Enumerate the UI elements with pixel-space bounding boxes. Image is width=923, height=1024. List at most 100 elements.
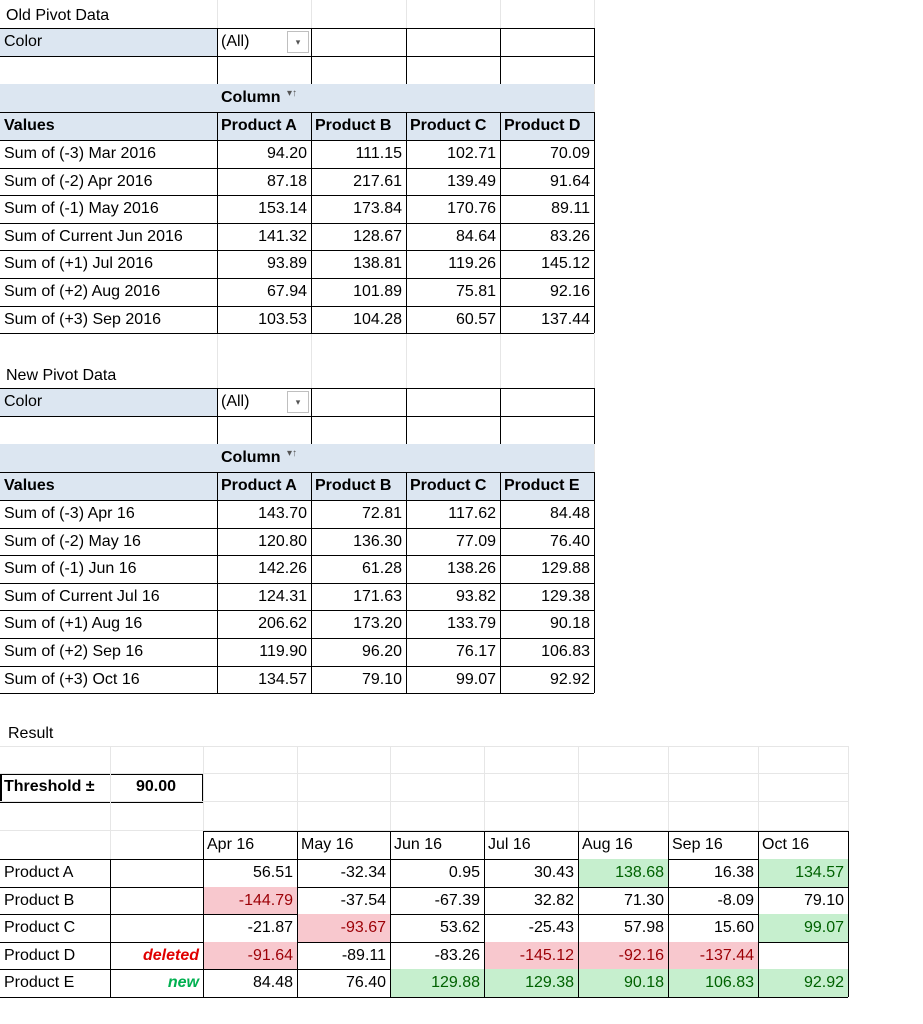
new-value-cell[interactable]: 142.26 — [258, 560, 307, 578]
new-value-cell[interactable]: 106.83 — [541, 643, 590, 660]
new-column-header[interactable]: Product A — [217, 472, 311, 500]
month-header[interactable]: Jul 16 — [488, 836, 531, 853]
result-value-cell[interactable]: -144.79 — [203, 886, 297, 915]
result-value-cell[interactable]: 30.43 — [533, 864, 574, 881]
old-value-cell[interactable]: 89.11 — [551, 200, 590, 218]
result-value-cell[interactable]: -92.16 — [578, 941, 668, 970]
old-value-cell[interactable]: 104.28 — [353, 310, 402, 328]
month-header[interactable]: Apr 16 — [207, 836, 255, 853]
result-value-cell[interactable]: -83.26 — [434, 946, 480, 964]
old-column-label[interactable]: Column — [217, 84, 311, 112]
new-column-header[interactable]: Product C — [406, 472, 500, 500]
old-value-cell[interactable]: 153.14 — [258, 200, 307, 218]
old-value-cell[interactable]: 75.81 — [455, 283, 496, 300]
result-value-cell[interactable]: 56.51 — [252, 864, 293, 881]
result-value-cell[interactable]: -8.09 — [717, 891, 754, 909]
new-value-cell[interactable]: 79.10 — [361, 670, 402, 688]
result-value-cell[interactable]: -67.39 — [434, 891, 480, 909]
new-column-header[interactable]: Product B — [311, 472, 406, 500]
new-value-cell[interactable]: 61.28 — [361, 560, 402, 578]
old-value-cell[interactable]: 145.12 — [541, 255, 590, 273]
old-value-cell[interactable]: 217.61 — [353, 172, 402, 190]
new-value-cell[interactable]: 99.07 — [455, 670, 496, 688]
result-value-cell[interactable]: -32.34 — [340, 864, 386, 881]
old-column-header[interactable]: Product A — [217, 112, 311, 140]
sort-filter-icon[interactable]: ▾↑ — [287, 88, 298, 99]
result-value-cell[interactable]: 84.48 — [252, 974, 293, 991]
new-value-cell[interactable]: 84.48 — [549, 505, 590, 522]
dropdown-arrow-icon[interactable]: ▾ — [287, 391, 309, 413]
new-value-cell[interactable]: 119.90 — [259, 643, 307, 660]
result-value-cell[interactable]: -91.64 — [203, 941, 297, 970]
new-value-cell[interactable]: 77.09 — [455, 532, 496, 550]
month-header[interactable]: Jun 16 — [394, 836, 443, 853]
result-value-cell[interactable]: -37.54 — [340, 891, 386, 909]
new-value-cell[interactable]: 72.81 — [361, 505, 402, 522]
new-value-cell[interactable]: 133.79 — [447, 615, 496, 633]
old-column-header[interactable]: Product B — [311, 112, 406, 140]
dropdown-arrow-icon[interactable]: ▾ — [287, 31, 309, 53]
old-value-cell[interactable]: 103.53 — [258, 310, 307, 328]
old-value-cell[interactable]: 128.67 — [353, 227, 402, 245]
new-value-cell[interactable]: 124.31 — [258, 587, 307, 605]
new-value-cell[interactable]: 76.40 — [549, 532, 590, 550]
new-value-cell[interactable]: 143.70 — [258, 505, 307, 522]
result-value-cell[interactable]: 106.83 — [668, 969, 758, 997]
sort-filter-icon[interactable]: ▾↑ — [287, 448, 298, 459]
new-value-cell[interactable]: 138.26 — [447, 560, 496, 578]
new-value-cell[interactable]: 76.17 — [455, 643, 496, 660]
result-value-cell[interactable]: 15.60 — [713, 919, 754, 936]
old-value-cell[interactable]: 60.57 — [455, 310, 496, 328]
result-value-cell[interactable]: 138.68 — [578, 859, 668, 887]
result-value-cell[interactable]: -21.87 — [247, 919, 293, 936]
old-value-cell[interactable]: 84.64 — [455, 227, 496, 245]
old-value-cell[interactable]: 94.20 — [266, 145, 307, 162]
result-value-cell[interactable]: 99.07 — [758, 914, 848, 942]
new-value-cell[interactable]: 171.63 — [353, 587, 402, 605]
result-value-cell[interactable]: 0.95 — [448, 864, 480, 881]
old-value-cell[interactable]: 119.26 — [448, 255, 496, 273]
result-value-cell[interactable]: -89.11 — [341, 946, 386, 964]
result-value-cell[interactable]: 129.38 — [484, 969, 578, 997]
result-value-cell[interactable]: 129.88 — [390, 969, 484, 997]
old-value-cell[interactable]: 139.49 — [447, 172, 496, 190]
month-header[interactable]: May 16 — [301, 836, 354, 853]
new-value-cell[interactable]: 173.20 — [353, 615, 402, 633]
old-value-cell[interactable]: 173.84 — [353, 200, 402, 218]
threshold-value[interactable]: 90.00 — [135, 778, 177, 795]
old-value-cell[interactable]: 92.16 — [549, 283, 590, 300]
new-value-cell[interactable]: 129.38 — [541, 587, 590, 605]
new-value-cell[interactable]: 96.20 — [361, 643, 402, 660]
result-value-cell[interactable]: 134.57 — [758, 859, 848, 887]
result-value-cell[interactable] — [758, 942, 848, 970]
month-header[interactable]: Aug 16 — [582, 836, 633, 853]
old-column-header[interactable]: Product C — [406, 112, 500, 140]
result-value-cell[interactable]: 76.40 — [345, 974, 386, 991]
month-header[interactable]: Sep 16 — [672, 836, 723, 853]
new-value-cell[interactable]: 136.30 — [353, 532, 402, 550]
new-value-cell[interactable]: 93.82 — [455, 587, 496, 605]
new-filter-value[interactable]: (All) — [221, 393, 250, 410]
new-value-cell[interactable]: 117.62 — [448, 505, 496, 522]
old-value-cell[interactable]: 102.71 — [447, 145, 496, 162]
old-value-cell[interactable]: 138.81 — [353, 255, 402, 273]
new-value-cell[interactable]: 92.92 — [549, 670, 590, 688]
result-value-cell[interactable]: -93.67 — [297, 914, 390, 942]
new-value-cell[interactable]: 90.18 — [549, 615, 590, 633]
old-value-cell[interactable]: 83.26 — [549, 227, 590, 245]
new-column-header[interactable]: Product E — [500, 472, 594, 500]
old-value-cell[interactable]: 101.89 — [353, 283, 402, 300]
new-value-cell[interactable]: 129.88 — [541, 560, 590, 578]
result-value-cell[interactable]: 79.10 — [803, 891, 844, 909]
result-value-cell[interactable]: 16.38 — [713, 864, 754, 881]
new-value-cell[interactable]: 134.57 — [258, 670, 307, 688]
month-header[interactable]: Oct 16 — [762, 836, 810, 853]
old-value-cell[interactable]: 67.94 — [266, 283, 307, 300]
new-column-label[interactable]: Column — [217, 444, 311, 472]
old-value-cell[interactable]: 170.76 — [447, 200, 496, 218]
result-value-cell[interactable]: 71.30 — [623, 891, 664, 909]
old-value-cell[interactable]: 91.64 — [549, 172, 590, 190]
old-value-cell[interactable]: 137.44 — [541, 310, 590, 328]
old-column-header[interactable]: Product D — [500, 112, 594, 140]
old-value-cell[interactable]: 87.18 — [266, 172, 307, 190]
